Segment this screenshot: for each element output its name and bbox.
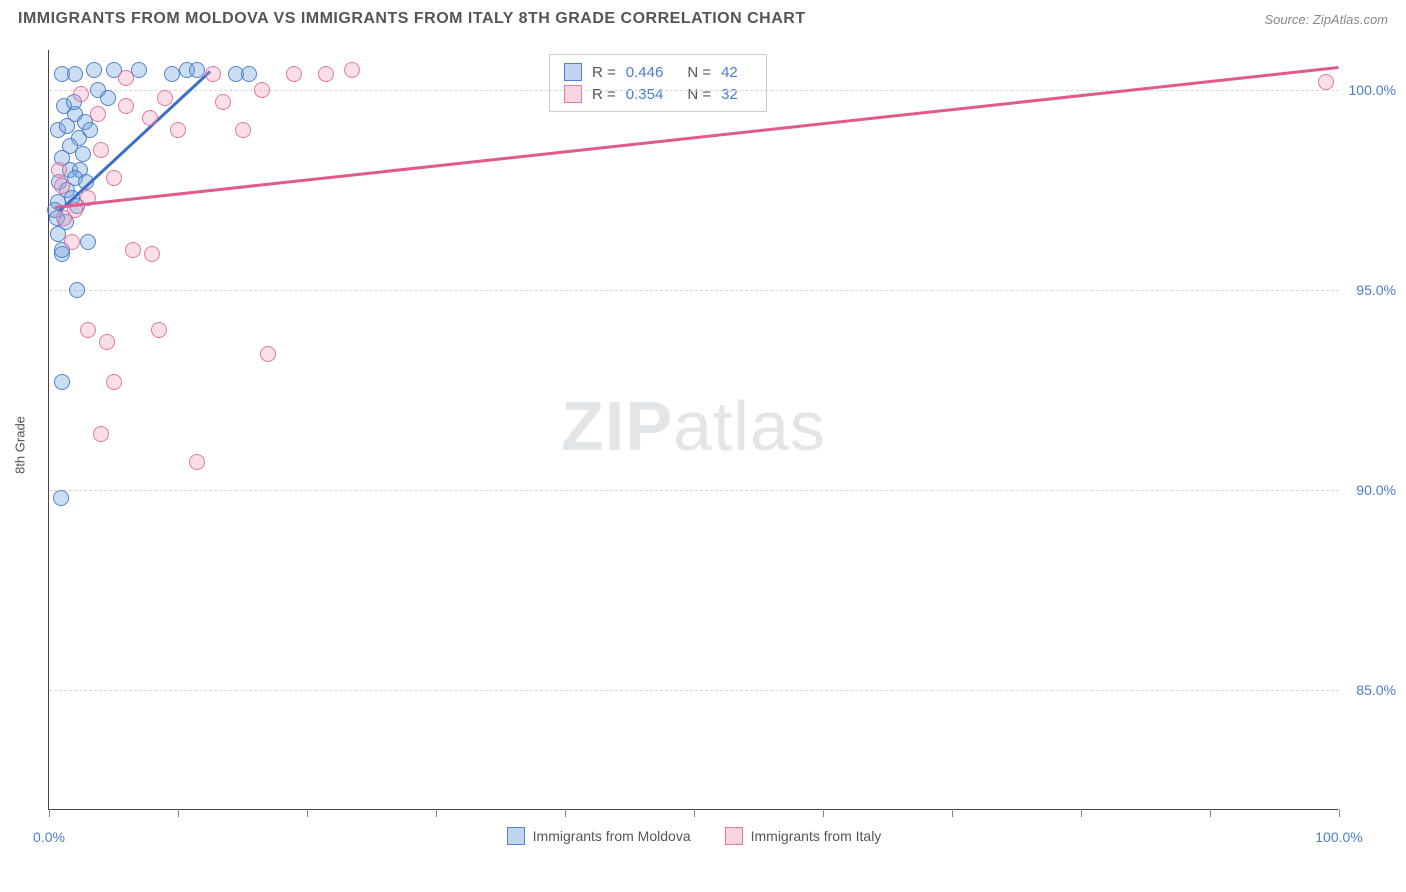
- chart-source: Source: ZipAtlas.com: [1264, 12, 1388, 27]
- y-tick-label: 85.0%: [1344, 682, 1396, 698]
- x-tick: [49, 809, 50, 817]
- gridline: [49, 290, 1339, 291]
- swatch-blue-icon: [564, 63, 582, 81]
- n-value: 42: [721, 64, 738, 81]
- data-point: [54, 178, 70, 194]
- watermark-light: atlas: [673, 387, 826, 465]
- legend-label: Immigrants from Moldova: [533, 828, 691, 844]
- data-point: [170, 122, 186, 138]
- n-label: N =: [687, 86, 711, 103]
- x-tick-label: 0.0%: [33, 829, 65, 845]
- data-point: [56, 210, 72, 226]
- data-point: [53, 490, 69, 506]
- bottom-legend: Immigrants from Moldova Immigrants from …: [49, 827, 1339, 845]
- x-tick: [565, 809, 566, 817]
- data-point: [80, 234, 96, 250]
- x-tick: [178, 809, 179, 817]
- swatch-pink-icon: [725, 827, 743, 845]
- data-point: [215, 94, 231, 110]
- x-tick: [1210, 809, 1211, 817]
- x-tick-label: 100.0%: [1315, 829, 1362, 845]
- data-point: [59, 118, 75, 134]
- data-point: [86, 62, 102, 78]
- n-value: 32: [721, 86, 738, 103]
- stats-row-italy: R = 0.354 N = 32: [564, 83, 752, 105]
- data-point: [82, 122, 98, 138]
- data-point: [118, 70, 134, 86]
- data-point: [69, 282, 85, 298]
- data-point: [205, 66, 221, 82]
- correlation-stats-box: R = 0.446 N = 42 R = 0.354 N = 32: [549, 54, 767, 112]
- x-tick: [823, 809, 824, 817]
- data-point: [125, 242, 141, 258]
- r-label: R =: [592, 64, 616, 81]
- x-tick: [952, 809, 953, 817]
- data-point: [54, 374, 70, 390]
- data-point: [164, 66, 180, 82]
- y-tick-label: 95.0%: [1344, 282, 1396, 298]
- legend-item-italy: Immigrants from Italy: [725, 827, 882, 845]
- data-point: [75, 146, 91, 162]
- data-point: [344, 62, 360, 78]
- data-point: [260, 346, 276, 362]
- data-point: [241, 66, 257, 82]
- data-point: [189, 454, 205, 470]
- data-point: [106, 374, 122, 390]
- data-point: [73, 86, 89, 102]
- r-value: 0.446: [626, 64, 664, 81]
- x-tick: [1339, 809, 1340, 817]
- x-tick: [1081, 809, 1082, 817]
- data-point: [1318, 74, 1334, 90]
- x-tick: [694, 809, 695, 817]
- legend-item-moldova: Immigrants from Moldova: [507, 827, 691, 845]
- data-point: [106, 170, 122, 186]
- data-point: [151, 322, 167, 338]
- data-point: [93, 426, 109, 442]
- data-point: [64, 234, 80, 250]
- y-tick-label: 100.0%: [1344, 82, 1396, 98]
- y-axis-label: 8th Grade: [13, 416, 28, 474]
- y-tick-label: 90.0%: [1344, 482, 1396, 498]
- data-point: [318, 66, 334, 82]
- x-tick: [436, 809, 437, 817]
- watermark-bold: ZIP: [561, 387, 673, 465]
- data-point: [144, 246, 160, 262]
- data-point: [80, 322, 96, 338]
- data-point: [142, 110, 158, 126]
- chart-title: IMMIGRANTS FROM MOLDOVA VS IMMIGRANTS FR…: [18, 10, 806, 28]
- data-point: [157, 90, 173, 106]
- gridline: [49, 690, 1339, 691]
- data-point: [99, 334, 115, 350]
- swatch-pink-icon: [564, 85, 582, 103]
- r-label: R =: [592, 86, 616, 103]
- stats-row-moldova: R = 0.446 N = 42: [564, 61, 752, 83]
- gridline: [49, 490, 1339, 491]
- chart-header: IMMIGRANTS FROM MOLDOVA VS IMMIGRANTS FR…: [0, 0, 1406, 36]
- data-point: [254, 82, 270, 98]
- data-point: [118, 98, 134, 114]
- data-point: [90, 106, 106, 122]
- watermark: ZIPatlas: [561, 386, 826, 466]
- r-value: 0.354: [626, 86, 664, 103]
- legend-label: Immigrants from Italy: [751, 828, 882, 844]
- data-point: [100, 90, 116, 106]
- data-point: [286, 66, 302, 82]
- gridline: [49, 90, 1339, 91]
- data-point: [93, 142, 109, 158]
- swatch-blue-icon: [507, 827, 525, 845]
- chart-container: 8th Grade ZIPatlas R = 0.446 N = 42 R = …: [48, 50, 1388, 840]
- data-point: [67, 66, 83, 82]
- data-point: [235, 122, 251, 138]
- plot-area: ZIPatlas R = 0.446 N = 42 R = 0.354 N = …: [48, 50, 1338, 810]
- data-point: [51, 162, 67, 178]
- x-tick: [307, 809, 308, 817]
- n-label: N =: [687, 64, 711, 81]
